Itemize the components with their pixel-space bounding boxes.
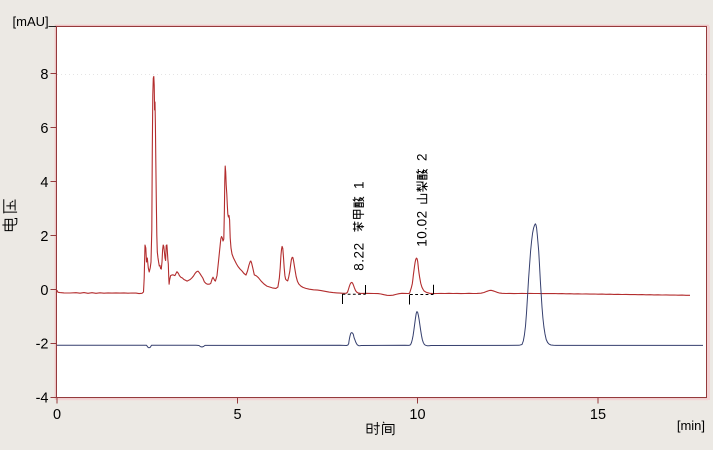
- svg-text:10.02: 10.02: [415, 210, 430, 247]
- svg-text:-2: -2: [36, 337, 49, 353]
- svg-text:-4: -4: [36, 391, 49, 407]
- svg-text:[mAU]: [mAU]: [13, 14, 49, 29]
- svg-text:15: 15: [590, 407, 606, 423]
- svg-text:6: 6: [40, 121, 48, 137]
- svg-text:4: 4: [40, 175, 48, 191]
- svg-text:2: 2: [415, 153, 430, 161]
- svg-text:2: 2: [40, 229, 48, 245]
- svg-text:0: 0: [53, 407, 61, 423]
- svg-text:[min]: [min]: [677, 418, 705, 433]
- svg-text:1: 1: [352, 181, 367, 189]
- svg-text:5: 5: [233, 407, 241, 423]
- svg-text:0: 0: [40, 283, 48, 299]
- svg-text:8.22: 8.22: [352, 242, 367, 270]
- svg-text:10: 10: [409, 407, 425, 423]
- svg-text:8: 8: [40, 67, 48, 83]
